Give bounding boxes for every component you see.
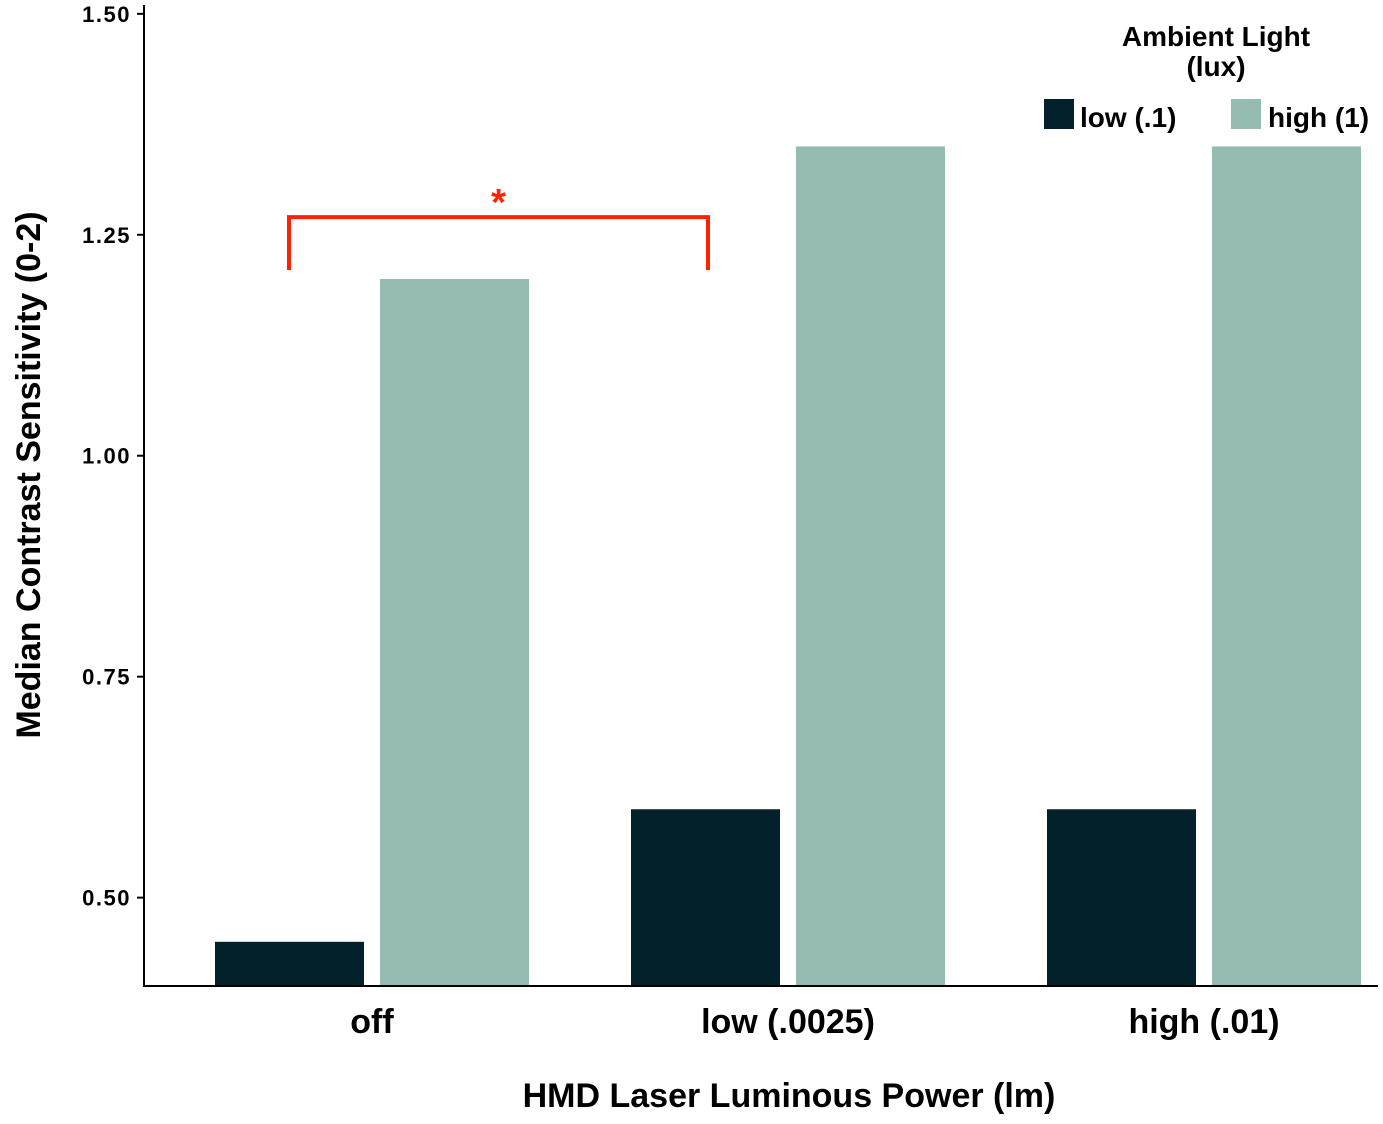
legend-title-unit: (lux) <box>1186 51 1245 82</box>
y-tick-label: 1.25 <box>82 223 131 248</box>
bars-layer <box>215 146 1361 987</box>
legend-swatch <box>1044 99 1074 129</box>
legend-label: high (1) <box>1268 102 1369 133</box>
y-ticks: 0.50 0.75 1.00 1.25 1.50 <box>82 2 144 911</box>
bar-low-light-0 <box>215 941 364 986</box>
significance-bracket <box>287 215 710 270</box>
legend-items: low (.1) high (1) <box>1044 99 1369 133</box>
bar-high-light-1 <box>796 146 945 987</box>
x-tick-label: off <box>350 1003 394 1041</box>
significance-star: * <box>491 182 506 224</box>
significance-annotation: * <box>287 182 710 270</box>
bar-high-light-2 <box>1212 146 1361 987</box>
legend-title: Ambient Light <box>1122 21 1310 52</box>
bar-low-light-1 <box>631 809 780 986</box>
axes-layer <box>143 5 1378 987</box>
x-ticks: off low (.0025) high (.01) <box>350 1003 1279 1041</box>
legend-label: low (.1) <box>1080 102 1176 133</box>
legend: Ambient Light (lux) low (.1) high (1) <box>1044 21 1369 133</box>
y-tick-label: 0.75 <box>82 665 131 690</box>
bar-low-light-2 <box>1047 809 1196 986</box>
legend-swatch <box>1231 99 1261 129</box>
x-tick-label: high (.01) <box>1128 1003 1279 1041</box>
bar-high-light-0 <box>380 278 529 986</box>
y-tick-label: 1.00 <box>82 444 131 469</box>
y-axis-title: Median Contrast Sensitivity (0-2) <box>10 211 48 738</box>
x-tick-label: low (.0025) <box>701 1003 875 1041</box>
x-axis-title: HMD Laser Luminous Power (lm) <box>523 1077 1056 1115</box>
y-tick-label: 0.50 <box>82 886 131 911</box>
y-tick-label: 1.50 <box>82 2 131 27</box>
